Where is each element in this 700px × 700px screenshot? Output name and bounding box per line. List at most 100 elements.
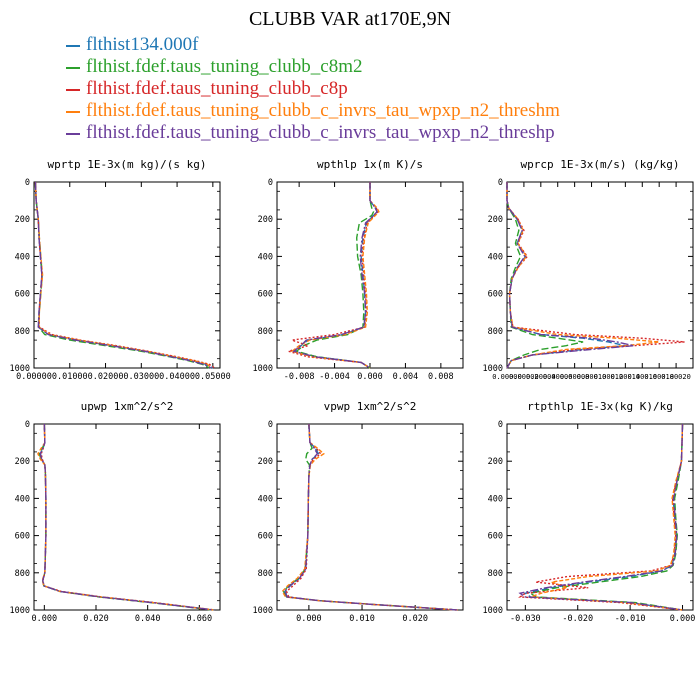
series-line [518,423,684,611]
x-tick-label: 0.00004 [526,373,556,381]
y-tick-label: 200 [258,457,273,467]
x-tick-label: 0.00016 [628,373,658,381]
chart-title: wprtp 1E-3x(m kg)/(s kg) [48,158,207,171]
series-line [34,181,214,369]
x-tick-label: 0.004 [393,372,419,382]
x-tick-label: 0.000 [296,614,322,624]
series-line [285,182,379,369]
plot-frame [276,181,464,369]
x-tick-label: 0.008 [428,372,454,382]
y-tick-label: 800 [15,327,30,337]
x-tick-label: 0.04000 [159,372,195,382]
y-tick-label: 200 [15,215,30,225]
legend-swatch [66,111,80,113]
y-tick-label: 400 [488,494,503,504]
y-tick-label: 800 [258,327,273,337]
y-tick-label: 1000 [10,364,30,374]
x-tick-label: -0.004 [319,372,350,382]
chart-title: wprcp 1E-3x(m/s) (kg/kg) [521,158,680,171]
y-tick-label: 800 [258,569,273,579]
x-tick-label: 0.00020 [661,373,691,381]
legend-label: flthist.fdef.taus_tuning_clubb_c_invrs_t… [86,100,560,121]
series-line [506,182,634,369]
chart-title: rtpthlp 1E-3x(kg K)/kg [527,400,673,413]
series-line [34,181,210,369]
y-tick-label: 800 [15,569,30,579]
x-tick-label: 0.020 [83,614,109,624]
y-tick-label: 600 [258,290,273,300]
y-tick-label: 1000 [253,364,273,374]
y-tick-label: 400 [258,252,273,262]
legend-swatch [66,89,80,91]
y-tick-label: 0 [498,178,503,188]
series-line [284,423,458,611]
y-tick-label: 200 [15,457,30,467]
y-tick-label: 1000 [253,606,273,616]
x-tick-label: 0.00012 [594,373,624,381]
y-tick-label: 400 [15,494,30,504]
series-line [38,423,213,611]
y-tick-label: 600 [488,290,503,300]
series-line [518,423,684,611]
x-tick-label: 0.010 [349,614,375,624]
plot-frame [506,181,694,369]
legend-swatch [66,45,80,47]
x-tick-label: 0.01000 [52,372,88,382]
x-tick-label: 0.00018 [644,373,674,381]
x-tick-label: -0.010 [615,614,646,624]
series-line [292,182,378,369]
x-tick-label: 0.02000 [88,372,124,382]
series-line [506,182,626,369]
y-tick-label: 400 [488,252,503,262]
legend-swatch [66,67,80,69]
chart-panel: rtpthlp 1E-3x(kg K)/kg02004006008001000-… [483,400,696,624]
plot-frame [506,423,694,611]
chart-panel: wpthlp 1x(m K)/s 0 200 400 600 800 1000 -0.008-… [253,158,464,382]
page-title: CLUBB VAR at170E,9N [248,8,452,30]
x-tick-label: 0.000 [357,372,383,382]
legend-swatch [66,133,80,135]
y-tick-label: 0 [268,420,273,430]
series-line [39,423,215,611]
y-tick-label: 800 [488,327,503,337]
chart-title: vpwp 1xm^2/s^2 [324,400,417,413]
legend-label: flthist134.000f [86,34,199,55]
y-tick-label: 0 [25,178,30,188]
x-tick-label: -0.008 [284,372,315,382]
legend-item: flthist134.000f [66,34,560,56]
legend-item: flthist.fdef.taus_tuning_clubb_c_invrs_t… [66,100,560,122]
x-tick-label: 0.00010 [577,373,607,381]
x-tick-label: 0.020 [402,614,428,624]
plot-frame [33,181,221,369]
y-tick-label: 200 [488,457,503,467]
series-line [506,182,660,369]
legend-item: flthist.fdef.taus_tuning_clubb_c_invrs_t… [66,122,560,144]
x-tick-label: 0.00000 [492,373,522,381]
y-tick-label: 800 [488,569,503,579]
y-tick-label: 1000 [10,606,30,616]
chart-panel: vpwp 1xm^2/s^2 0 200 400 600 800 1000 0.000 0.01… [253,400,464,624]
chart-title: wpthlp 1x(m K)/s [317,158,423,171]
y-tick-label: 200 [258,215,273,225]
series-line [37,423,214,611]
legend-label: flthist.fdef.taus_tuning_clubb_c_invrs_t… [86,122,555,143]
series-line [34,181,212,369]
series-line [34,181,216,369]
y-tick-label: 600 [15,532,30,542]
legend-label: flthist.fdef.taus_tuning_clubb_c8m2 [86,56,363,77]
plot-frame [276,423,464,611]
x-tick-label: -0.030 [510,614,541,624]
x-tick-label: 0.00006 [543,373,573,381]
series-line [290,182,380,369]
series-line [39,423,214,611]
x-tick-label: -0.020 [562,614,593,624]
x-tick-label: 0.00000 [16,372,52,382]
chart-panel: wprcp 1E-3x(m/s) (kg/kg) 0 200 400 600 800 100… [483,158,694,381]
x-tick-label: 0.000 [670,614,696,624]
y-tick-label: 0 [268,178,273,188]
y-tick-label: 400 [258,494,273,504]
series-line [283,423,458,611]
legend-item: flthist.fdef.taus_tuning_clubb_c8p [66,78,560,100]
y-tick-label: 200 [488,215,503,225]
